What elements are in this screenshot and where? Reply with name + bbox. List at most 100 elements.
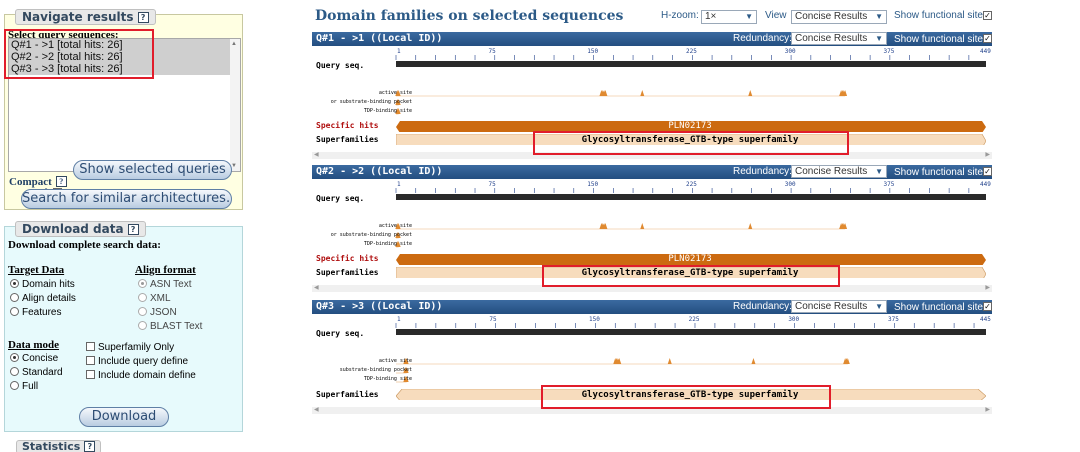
site-marker[interactable] xyxy=(603,90,608,96)
scroll-right-icon[interactable]: ▶ xyxy=(985,407,990,413)
superfamily-only-checkbox[interactable]: Superfamily Only xyxy=(86,341,174,354)
scroll-left-icon[interactable]: ◀ xyxy=(314,152,319,158)
download-button[interactable]: Download xyxy=(79,407,169,427)
query-option-3[interactable]: Q#3 - >3 [total hits: 26] xyxy=(9,63,240,75)
query-option-1[interactable]: Q#1 - >1 [total hits: 26] xyxy=(9,39,240,51)
checkbox-icon[interactable] xyxy=(86,370,95,379)
site-marker[interactable] xyxy=(404,367,409,373)
site-marker[interactable] xyxy=(396,223,401,229)
help-icon[interactable]: ? xyxy=(84,441,96,452)
show-functional-sites-checkbox[interactable]: ✓ xyxy=(983,11,992,20)
specific-hit-bar[interactable]: PLN02173 xyxy=(396,254,986,266)
radio-icon[interactable] xyxy=(138,293,147,302)
horizontal-scrollbar[interactable]: ◀ ▶ xyxy=(312,152,992,159)
redundancy-select[interactable]: Concise Results ▼ xyxy=(791,300,887,313)
horizontal-scrollbar[interactable]: ◀ ▶ xyxy=(312,407,992,414)
format-option-asn[interactable]: ASN Text xyxy=(138,278,192,291)
radio-icon[interactable] xyxy=(138,307,147,316)
format-option-blast[interactable]: BLAST Text xyxy=(138,320,202,333)
include-domain-define-checkbox[interactable]: Include domain define xyxy=(86,369,196,382)
mode-option-full[interactable]: Full xyxy=(10,380,38,393)
radio-icon[interactable] xyxy=(10,293,19,302)
site-marker[interactable] xyxy=(404,358,409,364)
target-data-title: Target Data xyxy=(8,264,65,276)
target-option-features[interactable]: Features xyxy=(10,306,61,319)
mode-option-concise[interactable]: Concise xyxy=(10,352,58,365)
format-option-json[interactable]: JSON xyxy=(138,306,177,319)
site-marker[interactable] xyxy=(396,99,401,105)
radio-icon[interactable] xyxy=(10,353,19,362)
site-marker[interactable] xyxy=(404,376,409,382)
show-functional-sites-label: Show functional sites xyxy=(894,302,988,313)
checkbox-icon[interactable] xyxy=(86,356,95,365)
site-marker[interactable] xyxy=(667,358,672,364)
site-marker[interactable] xyxy=(748,223,753,229)
site-marker[interactable] xyxy=(845,358,850,364)
superfamily-bar[interactable]: Glycosyltransferase_GTB-type superfamily xyxy=(396,389,986,403)
sequence-graphic[interactable]: 1 75 150 225 300 375 445 xyxy=(312,314,992,392)
help-icon[interactable]: ? xyxy=(55,176,67,187)
radio-icon[interactable] xyxy=(10,307,19,316)
show-functional-sites-checkbox[interactable]: ✓ xyxy=(983,34,992,43)
query-select-list[interactable]: Q#1 - >1 [total hits: 26] Q#2 - >2 [tota… xyxy=(8,38,241,172)
hzoom-select[interactable]: 1× ▼ xyxy=(701,10,757,24)
site-marker[interactable] xyxy=(751,358,756,364)
specific-hit-bar[interactable]: PLN02173 xyxy=(396,121,986,133)
format-option-xml[interactable]: XML xyxy=(138,292,171,305)
site-marker[interactable] xyxy=(603,223,608,229)
scroll-down-icon[interactable]: ▼ xyxy=(231,163,237,169)
scroll-right-icon[interactable]: ▶ xyxy=(985,285,990,291)
scroll-up-icon[interactable]: ▲ xyxy=(231,41,237,47)
show-functional-sites-checkbox[interactable]: ✓ xyxy=(983,167,992,176)
sequence-graphic[interactable]: 1 75 150 225 300 375 449 xyxy=(312,46,992,124)
site-marker[interactable] xyxy=(843,90,848,96)
site-marker[interactable] xyxy=(396,90,401,96)
target-option-domain-hits[interactable]: Domain hits xyxy=(10,278,75,291)
site-marker[interactable] xyxy=(640,90,645,96)
axis-tick-label: 300 xyxy=(785,48,796,55)
site-marker[interactable] xyxy=(748,90,753,96)
site-marker[interactable] xyxy=(396,241,401,247)
site-label: substrate-binding pocket xyxy=(339,367,412,373)
show-functional-sites-checkbox[interactable]: ✓ xyxy=(983,302,992,311)
site-label: TDP-binding site xyxy=(363,108,412,114)
scroll-right-icon[interactable]: ▶ xyxy=(985,152,990,158)
redundancy-select[interactable]: Concise Results ▼ xyxy=(791,165,887,178)
axis-tick-label: 1 xyxy=(397,48,401,55)
mode-option-standard[interactable]: Standard xyxy=(10,366,63,379)
help-icon[interactable]: ? xyxy=(127,224,139,235)
radio-icon[interactable] xyxy=(10,279,19,288)
statistics-tab[interactable]: Statistics? xyxy=(16,440,102,452)
radio-icon[interactable] xyxy=(10,381,19,390)
checkbox-icon[interactable] xyxy=(86,342,95,351)
axis-tick-label: 449 xyxy=(980,181,991,188)
radio-icon[interactable] xyxy=(10,367,19,376)
scroll-left-icon[interactable]: ◀ xyxy=(314,407,319,413)
site-marker[interactable] xyxy=(843,223,848,229)
radio-icon[interactable] xyxy=(138,279,147,288)
site-marker[interactable] xyxy=(396,232,401,238)
superfamilies-label: Superfamilies xyxy=(316,390,379,399)
scroll-left-icon[interactable]: ◀ xyxy=(314,285,319,291)
include-query-define-checkbox[interactable]: Include query define xyxy=(86,355,188,368)
view-select[interactable]: Concise Results ▼ xyxy=(791,10,887,24)
site-label: or substrate-binding pocket xyxy=(330,99,412,105)
radio-icon[interactable] xyxy=(138,321,147,330)
query-option-2[interactable]: Q#2 - >2 [total hits: 26] xyxy=(9,51,240,63)
help-icon[interactable]: ? xyxy=(137,12,149,23)
superfamily-bar[interactable]: Glycosyltransferase_GTB-type superfamily xyxy=(396,134,986,148)
site-marker[interactable] xyxy=(640,223,645,229)
site-marker[interactable] xyxy=(396,108,401,114)
download-data-tab: Download data? xyxy=(15,221,146,237)
horizontal-scrollbar[interactable]: ◀ ▶ xyxy=(312,285,992,292)
panel-id: Q#3 - >3 ((Local ID)) xyxy=(316,301,443,312)
list-scrollbar[interactable]: ▲ ▼ xyxy=(230,39,240,171)
statistics-title: Statistics xyxy=(22,440,81,452)
show-selected-queries-button[interactable]: Show selected queries xyxy=(73,160,232,180)
target-option-align-details[interactable]: Align details xyxy=(10,292,76,305)
sequence-graphic[interactable]: 1 75 150 225 300 375 449 xyxy=(312,179,992,257)
axis-tick-label: 300 xyxy=(785,181,796,188)
site-marker[interactable] xyxy=(617,358,622,364)
search-similar-architectures-button[interactable]: Search for similar architectures... xyxy=(21,189,232,209)
redundancy-select[interactable]: Concise Results ▼ xyxy=(791,32,887,45)
